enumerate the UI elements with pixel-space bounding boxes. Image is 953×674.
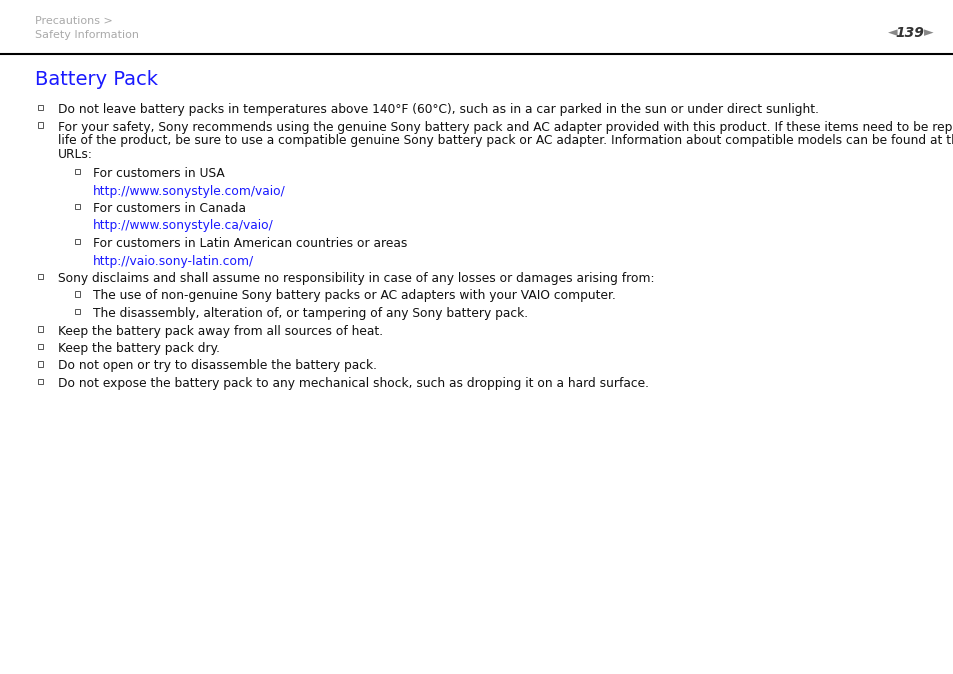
Text: The use of non-genuine Sony battery packs or AC adapters with your VAIO computer: The use of non-genuine Sony battery pack…: [92, 290, 616, 303]
Text: URLs:: URLs:: [58, 148, 92, 160]
Text: For customers in Latin American countries or areas: For customers in Latin American countrie…: [92, 237, 407, 250]
Bar: [75, 204, 80, 209]
Bar: [75, 239, 80, 244]
Text: Keep the battery pack dry.: Keep the battery pack dry.: [58, 342, 220, 355]
Text: For customers in Canada: For customers in Canada: [92, 202, 246, 215]
Bar: [38, 104, 44, 110]
Bar: [38, 326, 44, 332]
Text: Sony disclaims and shall assume no responsibility in case of any losses or damag: Sony disclaims and shall assume no respo…: [58, 272, 654, 285]
Text: http://vaio.sony-latin.com/: http://vaio.sony-latin.com/: [92, 255, 253, 268]
Text: life of the product, be sure to use a compatible genuine Sony battery pack or AC: life of the product, be sure to use a co…: [58, 134, 953, 147]
Text: Do not leave battery packs in temperatures above 140°F (60°C), such as in a car : Do not leave battery packs in temperatur…: [58, 103, 818, 116]
Text: 139: 139: [895, 26, 923, 40]
Text: Do not open or try to disassemble the battery pack.: Do not open or try to disassemble the ba…: [58, 359, 376, 373]
Text: Safety Information: Safety Information: [35, 30, 139, 40]
Text: For customers in USA: For customers in USA: [92, 167, 225, 180]
Text: http://www.sonystyle.com/vaio/: http://www.sonystyle.com/vaio/: [92, 185, 286, 197]
Bar: [38, 361, 44, 367]
Bar: [38, 344, 44, 349]
Text: For your safety, Sony recommends using the genuine Sony battery pack and AC adap: For your safety, Sony recommends using t…: [58, 121, 953, 133]
Bar: [38, 122, 44, 127]
Text: Keep the battery pack away from all sources of heat.: Keep the battery pack away from all sour…: [58, 324, 383, 338]
Text: Battery Pack: Battery Pack: [35, 70, 158, 89]
Bar: [38, 274, 44, 279]
Text: The disassembly, alteration of, or tampering of any Sony battery pack.: The disassembly, alteration of, or tampe…: [92, 307, 528, 320]
Bar: [75, 168, 80, 174]
Text: ►: ►: [923, 26, 933, 40]
Text: Precautions >: Precautions >: [35, 16, 112, 26]
Bar: [75, 291, 80, 297]
Text: ◄: ◄: [887, 26, 897, 40]
Bar: [38, 379, 44, 384]
Text: http://www.sonystyle.ca/vaio/: http://www.sonystyle.ca/vaio/: [92, 220, 274, 233]
Text: Do not expose the battery pack to any mechanical shock, such as dropping it on a: Do not expose the battery pack to any me…: [58, 377, 648, 390]
Bar: [75, 309, 80, 314]
